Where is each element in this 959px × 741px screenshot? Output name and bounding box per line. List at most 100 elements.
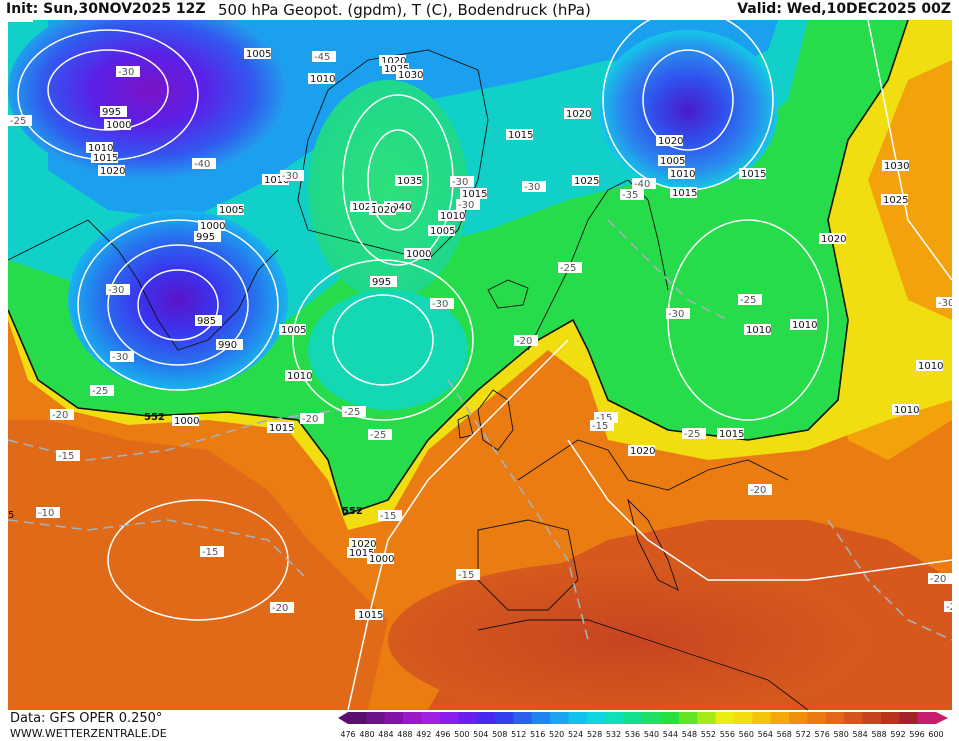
colorbar-tick-label: 516 [530, 730, 545, 739]
temperature-label-text: -25 [740, 295, 756, 306]
isobar-label-bg [396, 69, 423, 80]
isobar-label-bg [739, 168, 766, 179]
isobar-label-text: 1015 [508, 130, 533, 141]
temperature-label: -25 [738, 294, 762, 306]
isobar-label: 1020 [656, 135, 683, 147]
temperature-label-text: -40 [194, 159, 210, 170]
temperature-label-text: -25 [684, 429, 700, 440]
temperature-label-text: -25 [560, 263, 576, 274]
isobar-label-text: 995 [102, 107, 121, 118]
colorbar-tick-label: 564 [758, 730, 773, 739]
temperature-label: -20 [270, 602, 294, 614]
temperature-label-bg [936, 297, 952, 308]
isobar-label-bg [308, 73, 335, 84]
isobar-label-bg [656, 135, 683, 146]
colorbar-swatch [403, 712, 422, 724]
isobar-label-bg [564, 108, 591, 119]
isobar-label-text: 1000 [200, 221, 225, 232]
isobar-label-text: 1000 [174, 416, 199, 427]
isobar-atlantic-low-2 [292, 259, 474, 421]
temperature-label-text: -20 [302, 414, 318, 425]
colorbar-swatch [623, 712, 643, 724]
colorbar-tick-label: 496 [435, 730, 450, 739]
isobar-label-bg [370, 276, 397, 287]
temperature-label-bg [270, 602, 294, 613]
colorbar-swatch [531, 712, 551, 724]
isobar-scand-low [642, 49, 734, 151]
colorbar-tick-label: 484 [378, 730, 393, 739]
colorbar-swatch [678, 712, 698, 724]
temperature-label-text: -15 [380, 511, 396, 522]
weather-map: 1005101099510001010101510201010100510009… [8, 20, 952, 710]
colorbar-swatch [917, 712, 937, 724]
isobar-label-text: 1040 [386, 202, 411, 213]
isobar-label-text: 1025 [883, 195, 908, 206]
isobar-label-text: 1020 [821, 234, 846, 245]
isobar-label-bg [658, 155, 685, 166]
website-link[interactable]: WWW.WETTERZENTRALE.DE [10, 727, 167, 740]
isobar-label: 1015 [506, 129, 533, 141]
colorbar-tick-label: 480 [359, 730, 374, 739]
temp-line-5 [827, 519, 952, 641]
temperature-label-text: -25 [10, 116, 26, 127]
isobar-label: 1010 [790, 319, 817, 331]
isobar-label-text: 1010 [894, 405, 919, 416]
isobar-label-text: 985 [197, 316, 216, 327]
colorbar-swatch [642, 712, 661, 724]
colorbar-tick-label: 552 [701, 730, 716, 739]
isobar-label-bg [404, 248, 431, 259]
temperature-label-text: -35 [622, 190, 638, 201]
isobar-label-bg [198, 220, 225, 231]
temperature-label: -45 [312, 51, 336, 63]
canada-coast [8, 219, 279, 351]
isobar-label-bg [349, 538, 376, 549]
isobar-label-text: 1015 [672, 188, 697, 199]
temperature-label-text: -30 [452, 177, 468, 188]
temperature-label: -20 [748, 484, 772, 496]
isobar-label: 1010 [308, 73, 335, 85]
temperature-label: -30 [430, 298, 454, 310]
colorbar-swatch [880, 712, 900, 724]
isobar-label-bg [356, 609, 383, 620]
isobar-label: 1005 [279, 324, 306, 336]
temperature-label-bg [450, 176, 474, 187]
temp-line-4 [607, 219, 729, 321]
temperature-label-bg [928, 573, 952, 584]
temperature-label-bg [944, 601, 952, 612]
temperature-label-bg [110, 351, 134, 362]
temperature-label: -25 [90, 385, 114, 397]
isobar-labrador-1 [137, 269, 219, 341]
sahara-core [388, 560, 868, 710]
africa-coast [477, 619, 809, 710]
colorbar-tick-label: 508 [492, 730, 507, 739]
temperature-label-bg [36, 507, 60, 518]
isobar-label-text: 1030 [398, 70, 423, 81]
isobar-label-bg [367, 553, 394, 564]
isobar-label-bg [379, 55, 406, 66]
iberia [477, 519, 579, 611]
isobar-labrador-3 [77, 219, 279, 391]
isobar-label-text: 1015 [462, 189, 487, 200]
isobar-label-bg [384, 201, 411, 212]
isobar-label: 1015 [460, 188, 487, 200]
temperature-label: -15 [590, 420, 614, 432]
isobar-label-bg [267, 422, 294, 433]
isobar-label-bg [819, 233, 846, 244]
temperature-label: -15 [594, 412, 618, 424]
isobar-label-text: 1020 [566, 109, 591, 120]
colorbar-swatch [384, 712, 404, 724]
colorbar-tick-label: 596 [909, 730, 924, 739]
colorbar-swatch [862, 712, 882, 724]
isobar-label: 1010 [916, 360, 943, 372]
temperature-label-bg [738, 294, 762, 305]
isobar-label: 995 [100, 106, 127, 118]
isobar-label: 1015 [739, 168, 766, 180]
colorbar-tick-label: 556 [720, 730, 735, 739]
isobar-label-bg [881, 194, 908, 205]
isobar-label-text: 1020 [381, 56, 406, 67]
isobar-label-text: 1015 [741, 169, 766, 180]
isobar-label-text: 1015 [8, 20, 33, 23]
isobar-label: 1015 [267, 422, 294, 434]
temperature-label-text: -30 [938, 298, 952, 309]
temperature-label: -20 [50, 409, 74, 421]
